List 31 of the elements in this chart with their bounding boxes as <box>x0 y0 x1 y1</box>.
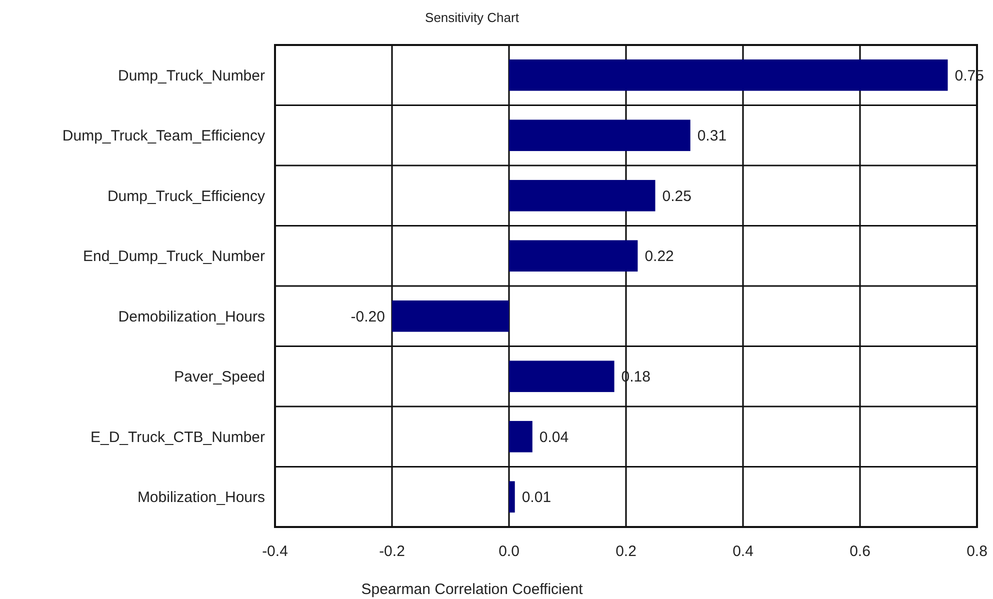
y-tick-label: End_Dump_Truck_Number <box>82 248 265 266</box>
bar <box>509 481 515 513</box>
data-label: 0.25 <box>662 188 692 205</box>
x-tick-label: 0.4 <box>732 543 754 560</box>
bar <box>509 59 948 91</box>
data-label: -0.20 <box>350 308 385 326</box>
x-tick-label: -0.4 <box>262 543 288 560</box>
y-tick-label: Demobilization_Hours <box>118 308 265 326</box>
x-tick-label: 0.0 <box>498 543 520 560</box>
bar <box>509 420 532 452</box>
data-label: 0.04 <box>539 428 569 446</box>
chart-title: Sensitivity Chart <box>425 10 520 25</box>
data-label: 0.31 <box>697 128 727 145</box>
bar <box>509 360 614 392</box>
x-tick-label: 0.2 <box>616 543 636 560</box>
bar <box>509 120 690 152</box>
data-label: 0.22 <box>644 248 674 266</box>
y-tick-label: Dump_Truck_Efficiency <box>107 188 266 205</box>
bar <box>509 180 656 212</box>
x-tick-label: -0.2 <box>379 543 405 560</box>
x-tick-label: 0.6 <box>850 543 870 560</box>
y-tick-label: Mobilization_Hours <box>137 489 265 506</box>
y-tick-label: E_D_Truck_CTB_Number <box>90 428 266 446</box>
y-tick-label: Dump_Truck_Number <box>118 67 265 84</box>
data-label: 0.01 <box>522 489 552 506</box>
bar <box>392 300 509 332</box>
x-tick-label: 0.8 <box>966 543 988 560</box>
y-tick-label: Dump_Truck_Team_Efficiency <box>62 128 266 145</box>
bar <box>509 240 638 272</box>
y-tick-label: Paver_Speed <box>174 368 265 386</box>
x-axis-title: Spearman Correlation Coefficient <box>361 581 584 598</box>
